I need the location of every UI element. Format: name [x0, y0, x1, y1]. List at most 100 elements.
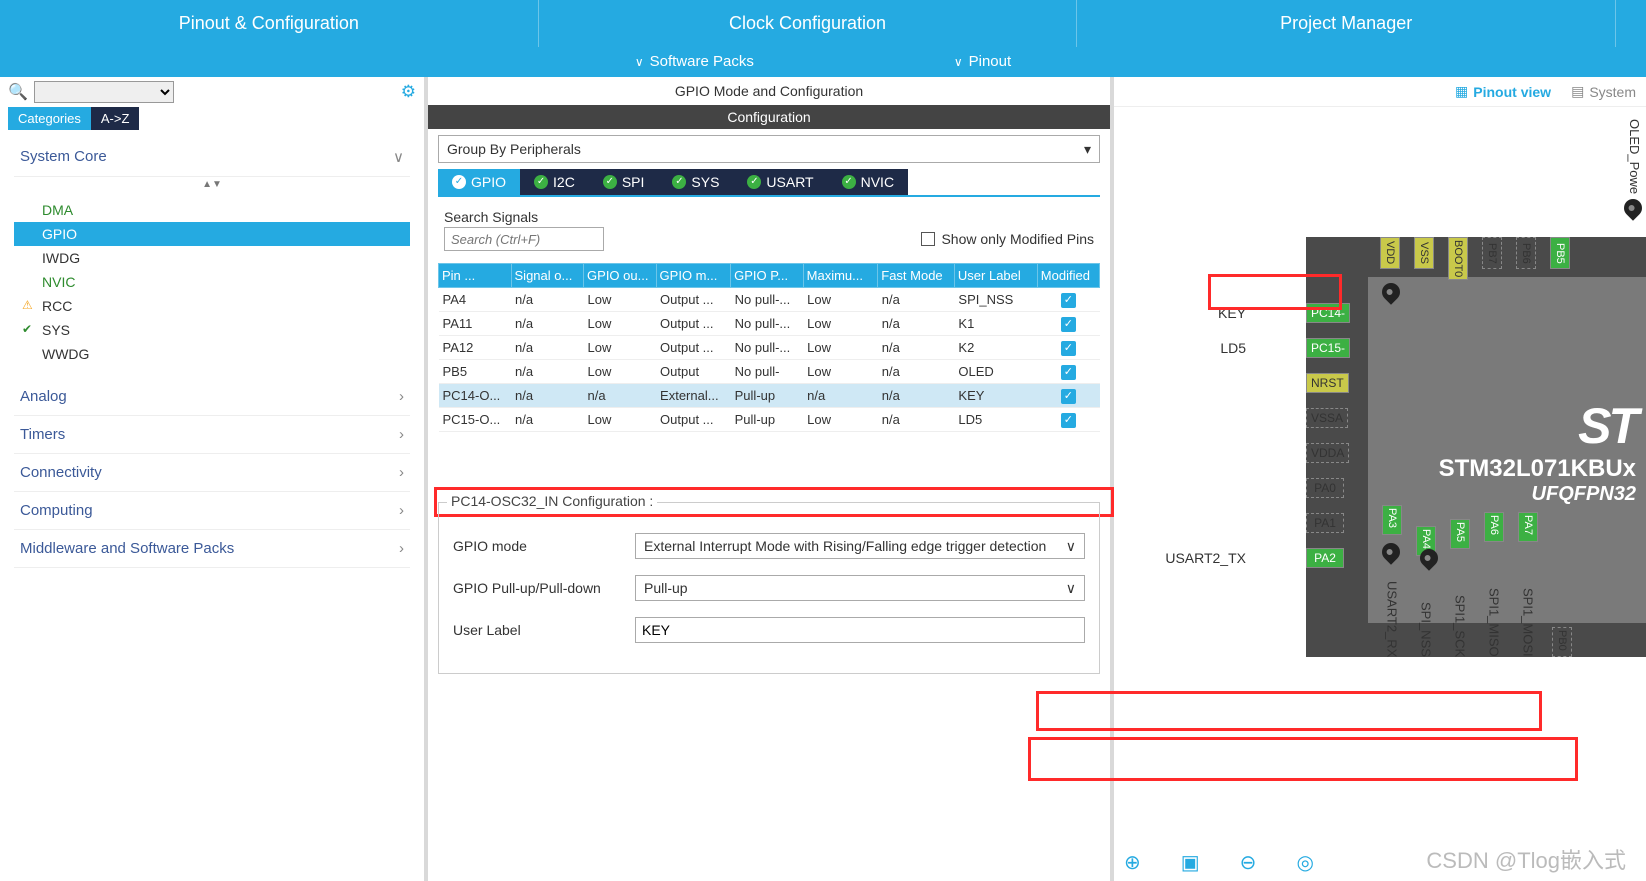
config-input[interactable]	[635, 617, 1085, 643]
chip-icon: ▦	[1455, 83, 1468, 100]
tree-section[interactable]: Computing›	[14, 492, 410, 530]
chip-pin[interactable]: PB7	[1478, 237, 1506, 272]
table-row[interactable]: PC15-O...n/aLowOutput ...Pull-upLown/aLD…	[439, 408, 1100, 432]
periph-tab[interactable]: ✓ GPIO	[438, 169, 520, 195]
chip-pin[interactable]: PB0	[1546, 627, 1578, 657]
pinout-view-button[interactable]: ▦Pinout view	[1455, 83, 1551, 100]
chip-pin[interactable]: PB5	[1546, 237, 1574, 272]
tree-item[interactable]: RCC	[14, 294, 410, 318]
chip-pin[interactable]: VSS	[1410, 237, 1438, 272]
periph-tab[interactable]: ✓ SPI	[589, 169, 659, 195]
watermark: CSDN @Tlog嵌入式	[1426, 843, 1626, 875]
tab-az[interactable]: A->Z	[91, 107, 140, 130]
chip-pin[interactable]: PA1	[1306, 507, 1344, 539]
group-by-select[interactable]: Group By Peripherals▾	[438, 135, 1100, 163]
gear-icon[interactable]: ⚙	[401, 82, 416, 102]
sort-icon[interactable]: ▲▼	[14, 177, 410, 196]
config-row: User Label	[453, 617, 1085, 643]
table-row[interactable]: PC14-O...n/an/aExternal...Pull-upn/an/aK…	[439, 384, 1100, 408]
tab-categories[interactable]: Categories	[8, 107, 91, 130]
tree-section[interactable]: Analog›	[14, 378, 410, 416]
tree-item[interactable]: IWDG	[14, 246, 410, 270]
peripheral-tabs: ✓ GPIO✓ I2C✓ SPI✓ SYS✓ USART✓ NVIC	[438, 169, 1100, 197]
table-header[interactable]: Modified	[1037, 264, 1099, 288]
periph-tab[interactable]: ✓ I2C	[520, 169, 589, 195]
search-select[interactable]	[34, 81, 174, 103]
chevron-down-icon: ▾	[1084, 141, 1091, 158]
sub-menu: Software Packs Pinout	[0, 47, 1646, 77]
chip-pin[interactable]: PA6SPI1_MISO	[1478, 512, 1510, 657]
config-label: GPIO mode	[453, 538, 635, 554]
tab-project[interactable]: Project Manager	[1077, 0, 1616, 47]
tree-item[interactable]: DMA	[14, 198, 410, 222]
search-signals-label: Search Signals	[444, 209, 1094, 225]
table-header[interactable]: GPIO ou...	[584, 264, 657, 288]
list-icon: ▤	[1571, 83, 1584, 100]
config-row: GPIO modeExternal Interrupt Mode with Ri…	[453, 533, 1085, 559]
config-legend: PC14-OSC32_IN Configuration :	[447, 493, 657, 509]
menu-pinout[interactable]: Pinout	[954, 47, 1011, 77]
config-select[interactable]: Pull-up∨	[635, 575, 1085, 601]
tree-item[interactable]: NVIC	[14, 270, 410, 294]
config-header: Configuration	[428, 105, 1110, 129]
chip-pin[interactable]: PA5SPI1_SCK	[1444, 519, 1476, 657]
chip-pin[interactable]: PA7SPI1_MOSI	[1512, 512, 1544, 657]
tree-item[interactable]: WWDG	[14, 342, 410, 366]
menu-software-packs[interactable]: Software Packs	[635, 47, 754, 77]
top-tabs: Pinout & Configuration Clock Configurati…	[0, 0, 1646, 47]
tab-extra[interactable]	[1616, 0, 1646, 47]
chip-view[interactable]: OLED_Powe ST STM32L071KBUx UFQFPN32 KEYP…	[1114, 107, 1646, 807]
pin-table: Pin ...Signal o...GPIO ou...GPIO m...GPI…	[438, 263, 1100, 432]
show-modified-checkbox[interactable]	[921, 232, 935, 246]
config-select[interactable]: External Interrupt Mode with Rising/Fall…	[635, 533, 1085, 559]
show-modified-label: Show only Modified Pins	[941, 231, 1094, 247]
table-header[interactable]: Maximu...	[803, 264, 878, 288]
table-header[interactable]: GPIO m...	[656, 264, 731, 288]
tree-section[interactable]: Middleware and Software Packs›	[14, 530, 410, 568]
chip-pin[interactable]: PA3USART2_RX	[1376, 505, 1408, 657]
table-header[interactable]: Signal o...	[511, 264, 584, 288]
tab-pinout[interactable]: Pinout & Configuration	[0, 0, 539, 47]
tree-item[interactable]: GPIO	[14, 222, 410, 246]
chip-pin[interactable]: VDDA	[1306, 437, 1349, 469]
periph-tab[interactable]: ✓ NVIC	[828, 169, 908, 195]
target-icon[interactable]: ◎	[1296, 850, 1313, 875]
config-row: GPIO Pull-up/Pull-downPull-up∨	[453, 575, 1085, 601]
chip-brand: ST STM32L071KBUx UFQFPN32	[1439, 397, 1636, 506]
center-title: GPIO Mode and Configuration	[428, 77, 1110, 105]
zoom-in-icon[interactable]: ⊕	[1124, 850, 1141, 875]
chip-pin[interactable]: PA0	[1306, 472, 1344, 504]
chip-pin[interactable]: PA4SPI_NSS	[1410, 526, 1442, 657]
table-row[interactable]: PA11n/aLowOutput ...No pull-...Lown/aK1✓	[439, 312, 1100, 336]
chip-body: ST STM32L071KBUx UFQFPN32 KEYPC14-LD5PC1…	[1306, 237, 1646, 657]
chip-pin[interactable]: VSSA	[1306, 402, 1348, 434]
chip-pin[interactable]: KEYPC14-	[1306, 297, 1350, 329]
tree-item[interactable]: SYS	[14, 318, 410, 342]
chip-pin[interactable]: LD5PC15-	[1306, 332, 1350, 364]
tree-section[interactable]: Timers›	[14, 416, 410, 454]
table-header[interactable]: Pin ...	[439, 264, 512, 288]
chip-pin[interactable]: PB6	[1512, 237, 1540, 272]
table-row[interactable]: PA4n/aLowOutput ...No pull-...Lown/aSPI_…	[439, 288, 1100, 312]
left-panel: 🔍 ⚙ Categories A->Z System Core∨▲▼DMAGPI…	[0, 77, 428, 881]
periph-tab[interactable]: ✓ SYS	[658, 169, 733, 195]
center-panel: GPIO Mode and Configuration Configuratio…	[428, 77, 1114, 881]
tree-section[interactable]: Connectivity›	[14, 454, 410, 492]
zoom-out-icon[interactable]: ⊖	[1240, 850, 1257, 875]
fullscreen-icon[interactable]: ▣	[1181, 850, 1200, 875]
table-header[interactable]: User Label	[954, 264, 1037, 288]
chip-pin[interactable]: BOOT0	[1444, 237, 1472, 283]
table-row[interactable]: PA12n/aLowOutput ...No pull-...Lown/aK2✓	[439, 336, 1100, 360]
right-panel: ▦Pinout view ▤System OLED_Powe ST STM32L…	[1114, 77, 1646, 881]
table-row[interactable]: PB5n/aLowOutputNo pull-Lown/aOLED✓	[439, 360, 1100, 384]
system-view-button[interactable]: ▤System	[1571, 83, 1636, 100]
periph-tab[interactable]: ✓ USART	[733, 169, 827, 195]
search-signals-input[interactable]	[444, 227, 604, 251]
table-header[interactable]: GPIO P...	[731, 264, 804, 288]
chip-pin[interactable]: NRST	[1306, 367, 1349, 399]
table-header[interactable]: Fast Mode	[878, 264, 955, 288]
chip-pin[interactable]: VDD	[1376, 237, 1404, 272]
chip-pin[interactable]: USART2_TXPA2	[1306, 542, 1344, 574]
tree-section[interactable]: System Core∨	[14, 138, 410, 177]
tab-clock[interactable]: Clock Configuration	[539, 0, 1078, 47]
